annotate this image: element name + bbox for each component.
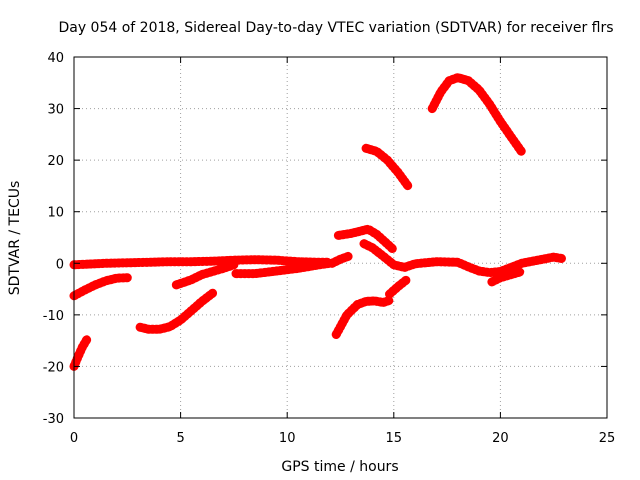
y-tick-label: -20	[43, 360, 64, 375]
series-arc4-markers	[135, 288, 218, 334]
x-tick-labels: 0 5 10 15 20 25	[70, 431, 615, 446]
data-series	[69, 73, 567, 371]
series-arc9-markers	[327, 251, 354, 268]
x-tick-label: 5	[176, 431, 184, 446]
x-tick-label: 25	[599, 431, 616, 446]
x-axis-label: GPS time / hours	[281, 459, 398, 475]
series-arc8-markers	[385, 275, 412, 299]
y-axis-label: SDTVAR / TECUs	[7, 181, 23, 296]
series-arc11-markers	[359, 239, 567, 278]
y-tick-labels: -30 -20 -10 0 10 20 30 40	[43, 51, 64, 427]
series-arc1-markers	[69, 255, 335, 270]
y-tick-label: 40	[47, 51, 64, 66]
y-tick-label: 10	[47, 206, 64, 221]
chart-title: Day 054 of 2018, Sidereal Day-to-day VTE…	[58, 20, 613, 36]
x-tick-label: 0	[70, 431, 78, 446]
x-tick-label: 20	[492, 431, 509, 446]
series-arc7-markers	[331, 295, 394, 339]
series-arc2-markers	[69, 273, 132, 301]
series-arc14-markers	[427, 73, 527, 157]
series-arc12-markers	[487, 267, 527, 287]
y-tick-label: -10	[43, 309, 64, 324]
plot-frame	[73, 56, 608, 419]
x-tick-label: 10	[279, 431, 296, 446]
series-arc5-markers	[171, 260, 239, 290]
y-tick-label: 30	[47, 103, 64, 118]
y-tick-label: 20	[47, 154, 64, 169]
series-arc13-markers	[361, 143, 414, 192]
y-tick-label: -30	[43, 412, 64, 427]
series-arc3-markers	[69, 335, 92, 371]
y-tick-label: 0	[56, 257, 64, 272]
series-arc6-markers	[231, 258, 335, 279]
series-arc10-markers	[333, 224, 399, 255]
axis-ticks	[73, 56, 608, 419]
x-tick-label: 15	[386, 431, 403, 446]
